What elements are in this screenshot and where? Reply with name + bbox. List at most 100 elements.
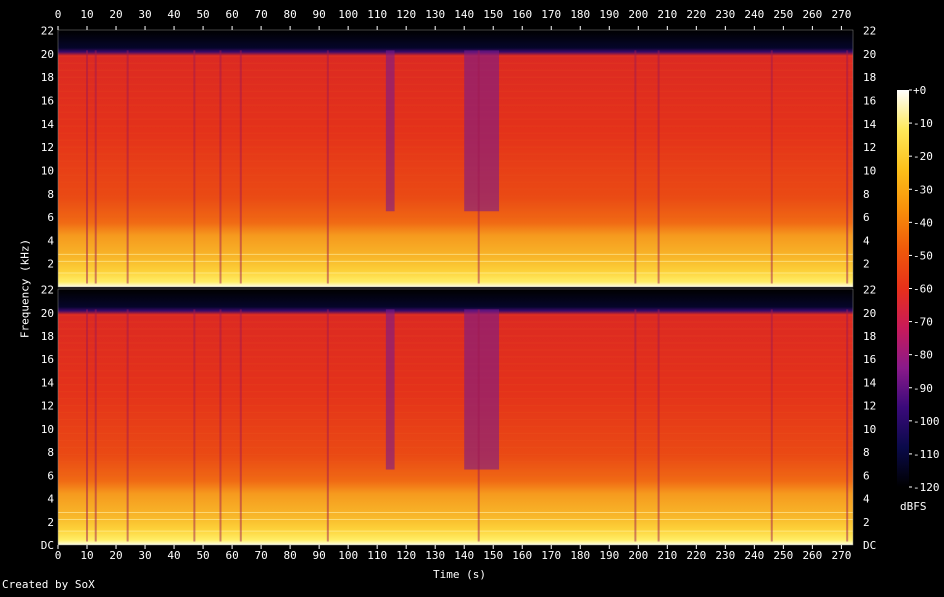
- y-tick-right: 18: [863, 71, 876, 84]
- x-tick-bottom: 240: [744, 549, 764, 562]
- x-tick-top: 270: [831, 8, 851, 21]
- y-tick-right: 22: [863, 284, 876, 297]
- x-tick-bottom: 50: [196, 549, 209, 562]
- y-tick-left: 22: [41, 284, 54, 297]
- y-tick-left: 20: [41, 48, 54, 61]
- x-tick-top: 240: [744, 8, 764, 21]
- x-tick-top: 250: [773, 8, 793, 21]
- colorbar-tick: -70: [913, 316, 933, 329]
- x-tick-bottom: 190: [599, 549, 619, 562]
- colorbar-tick: -80: [913, 349, 933, 362]
- y-tick-right: 6: [863, 211, 870, 224]
- x-tick-bottom: 130: [425, 549, 445, 562]
- x-tick-top: 170: [541, 8, 561, 21]
- colorbar-tick: -90: [913, 382, 933, 395]
- x-tick-top: 70: [254, 8, 267, 21]
- y-tick-right: 2: [863, 516, 870, 529]
- y-tick-left: DC: [41, 539, 54, 552]
- x-tick-bottom: 90: [313, 549, 326, 562]
- x-tick-bottom: 230: [715, 549, 735, 562]
- x-tick-bottom: 60: [225, 549, 238, 562]
- channel-panel-2: [57, 288, 854, 546]
- y-tick-right: 12: [863, 400, 876, 413]
- y-tick-right: 20: [863, 48, 876, 61]
- x-tick-bottom: 180: [570, 549, 590, 562]
- x-tick-bottom: 40: [167, 549, 180, 562]
- x-tick-top: 10: [80, 8, 93, 21]
- colorbar-tick: -50: [913, 249, 933, 262]
- colorbar-tick: -120: [913, 481, 940, 494]
- y-tick-left: 14: [41, 118, 55, 131]
- colorbar-tick: -40: [913, 216, 933, 229]
- y-tick-left: 16: [41, 353, 54, 366]
- x-tick-top: 20: [109, 8, 122, 21]
- quiet-segment: [385, 309, 395, 470]
- x-tick-bottom: 70: [254, 549, 267, 562]
- y-tick-right: 4: [863, 493, 870, 506]
- y-tick-right: 4: [863, 234, 870, 247]
- y-tick-left: 4: [47, 234, 54, 247]
- quiet-segment: [464, 50, 500, 212]
- spectrum-area: [58, 30, 853, 287]
- colorbar-tick: -110: [913, 448, 940, 461]
- y-tick-left: 18: [41, 330, 54, 343]
- y-tick-left: 6: [47, 211, 54, 224]
- y-tick-left: 18: [41, 71, 54, 84]
- y-tick-left: 8: [47, 188, 54, 201]
- x-tick-bottom: 270: [831, 549, 851, 562]
- x-tick-bottom: 260: [802, 549, 822, 562]
- y-tick-right: 8: [863, 188, 870, 201]
- y-tick-right: 16: [863, 353, 876, 366]
- quiet-segment: [464, 309, 500, 470]
- x-tick-bottom: 150: [483, 549, 503, 562]
- x-tick-top: 60: [225, 8, 238, 21]
- colorbar-tick: -10: [913, 117, 933, 130]
- x-tick-bottom: 120: [396, 549, 416, 562]
- x-tick-bottom: 140: [454, 549, 474, 562]
- x-tick-bottom: 30: [138, 549, 151, 562]
- y-tick-right: 14: [863, 376, 877, 389]
- x-tick-top: 80: [283, 8, 296, 21]
- x-tick-top: 260: [802, 8, 822, 21]
- y-tick-left: 6: [47, 469, 54, 482]
- x-tick-top: 120: [396, 8, 416, 21]
- x-tick-bottom: 100: [338, 549, 358, 562]
- y-tick-right: 10: [863, 164, 876, 177]
- y-tick-left: 2: [47, 258, 54, 271]
- x-tick-top: 0: [55, 8, 62, 21]
- x-tick-bottom: 20: [109, 549, 122, 562]
- y-tick-left: 16: [41, 95, 54, 108]
- x-tick-bottom: 220: [686, 549, 706, 562]
- y-tick-left: 8: [47, 446, 54, 459]
- y-tick-right: 6: [863, 469, 870, 482]
- colorbar-label: dBFS: [900, 500, 927, 513]
- colorbar-gradient: [897, 90, 909, 487]
- x-tick-top: 50: [196, 8, 209, 21]
- x-tick-top: 220: [686, 8, 706, 21]
- x-tick-top: 210: [657, 8, 677, 21]
- x-tick-top: 100: [338, 8, 358, 21]
- x-tick-top: 160: [512, 8, 532, 21]
- x-tick-top: 30: [138, 8, 151, 21]
- y-tick-right: 8: [863, 446, 870, 459]
- x-tick-bottom: 170: [541, 549, 561, 562]
- colorbar-tick: -100: [913, 415, 940, 428]
- colorbar-tick: -20: [913, 150, 933, 163]
- y-tick-right: 22: [863, 25, 876, 38]
- y-tick-left: 10: [41, 423, 54, 436]
- y-tick-right: 2: [863, 258, 870, 271]
- x-tick-bottom: 10: [80, 549, 93, 562]
- y-tick-right: 18: [863, 330, 876, 343]
- x-tick-bottom: 160: [512, 549, 532, 562]
- x-tick-top: 200: [628, 8, 648, 21]
- x-tick-top: 150: [483, 8, 503, 21]
- y-tick-left: 2: [47, 516, 54, 529]
- y-tick-left: 14: [41, 376, 55, 389]
- y-tick-right: 14: [863, 118, 877, 131]
- panel-frame: [57, 29, 854, 288]
- panel-frame: [57, 288, 854, 546]
- y-tick-right: 10: [863, 423, 876, 436]
- footer-credit: Created by SoX: [2, 578, 95, 591]
- y-tick-left: 20: [41, 307, 54, 320]
